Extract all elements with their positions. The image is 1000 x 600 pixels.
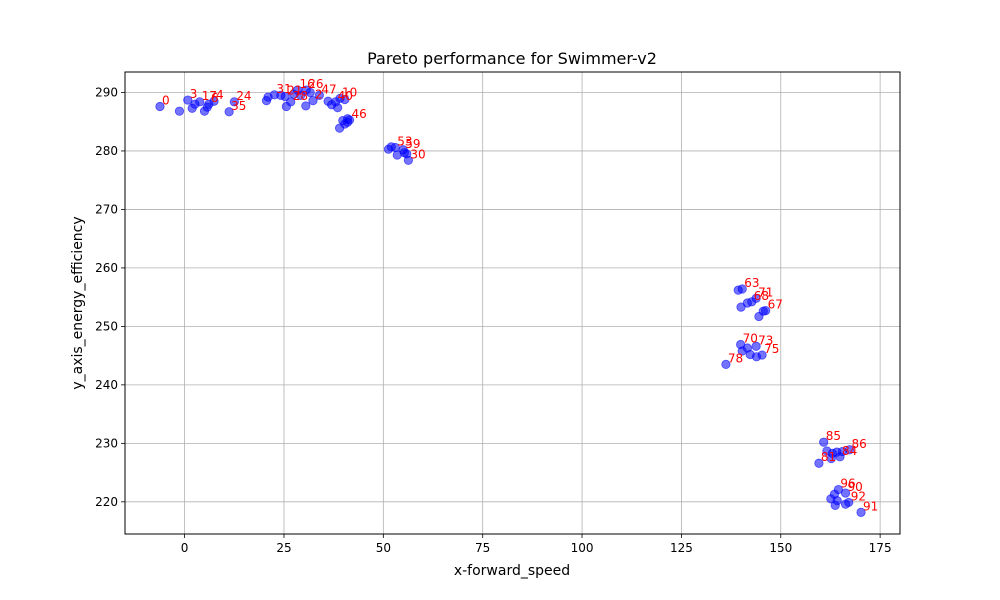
- point-label: 3: [190, 87, 198, 101]
- data-point: [183, 95, 193, 105]
- point-label: 81: [821, 450, 836, 464]
- point-label: 78: [728, 351, 743, 365]
- data-point: [301, 101, 311, 111]
- data-point: [751, 293, 761, 303]
- y-tick-label: 220: [95, 495, 118, 509]
- data-point: [736, 302, 746, 312]
- data-point: [155, 101, 165, 112]
- data-point: [757, 350, 767, 360]
- x-tick-label: 125: [670, 541, 693, 555]
- data-point: [296, 90, 306, 100]
- y-tick-label: 230: [95, 436, 118, 450]
- data-point: [830, 500, 840, 510]
- chart-title: Pareto performance for Swimmer-v2: [367, 49, 657, 68]
- point-label: 31: [276, 82, 291, 96]
- x-tick-label: 175: [869, 541, 892, 555]
- data-point: [195, 97, 205, 107]
- x-tick-label: 100: [571, 541, 594, 555]
- data-point: [737, 284, 747, 294]
- data-point: [314, 90, 324, 100]
- point-label: 40: [338, 89, 353, 103]
- data-point: [333, 103, 343, 113]
- y-tick-label: 260: [95, 261, 118, 275]
- point-label: 0: [162, 94, 170, 108]
- point-label: 16: [299, 77, 314, 91]
- point-label: 26: [308, 77, 323, 91]
- data-point: [286, 97, 296, 107]
- plot-frame: [124, 71, 901, 535]
- point-label: 71: [758, 285, 773, 299]
- point-label: 24: [236, 89, 251, 103]
- y-axis-label: y_axis_energy_efficiency: [70, 216, 86, 389]
- data-point: [840, 488, 851, 498]
- data-point: [814, 458, 824, 468]
- data-points: [155, 85, 866, 517]
- data-point: [856, 507, 866, 517]
- point-label: 90: [848, 480, 863, 494]
- point-label: 68: [754, 289, 769, 303]
- point-label: 30: [410, 147, 425, 161]
- point-label: 28: [293, 89, 308, 103]
- point-label: 47: [321, 82, 336, 96]
- data-point: [819, 437, 829, 447]
- point-label: 17: [202, 89, 217, 103]
- data-point: [229, 97, 239, 107]
- x-tick-label: 75: [475, 541, 490, 555]
- point-label: 96: [840, 477, 855, 491]
- data-point: [224, 107, 234, 117]
- data-point: [174, 106, 185, 116]
- x-tick-label: 50: [376, 541, 391, 555]
- data-point: [835, 452, 845, 462]
- point-label: 21: [287, 84, 302, 98]
- y-axis-ticks: 220 230 240 250 260 270 280 290: [95, 85, 125, 509]
- data-point: [751, 341, 761, 351]
- x-tick-label: 25: [276, 541, 291, 555]
- point-label: 10: [342, 85, 357, 99]
- point-label: 35: [231, 99, 246, 113]
- data-point: [342, 114, 353, 124]
- point-label: 53: [397, 134, 412, 148]
- point-label: 46: [352, 107, 367, 121]
- point-label: 92: [851, 489, 866, 503]
- grid-lines: [125, 72, 900, 534]
- point-label: 70: [743, 332, 758, 346]
- point-label: 73: [758, 333, 773, 347]
- point-label: 84: [842, 444, 857, 458]
- data-point: [826, 453, 836, 464]
- point-label: 86: [852, 437, 867, 451]
- data-point: [340, 94, 350, 105]
- x-axis-label: x-forward_speed: [454, 563, 570, 579]
- point-label: 85: [826, 429, 841, 443]
- y-tick-label: 240: [95, 378, 118, 392]
- y-tick-label: 250: [95, 319, 118, 333]
- data-point: [305, 87, 315, 98]
- x-axis-ticks: 0 25 50 75 100 125 150 175: [181, 534, 892, 555]
- data-point: [209, 96, 219, 106]
- data-point: [308, 96, 318, 106]
- point-label: 59: [405, 137, 420, 151]
- data-point: [840, 499, 851, 509]
- x-tick-label: 0: [181, 541, 189, 555]
- point-label: 67: [768, 298, 783, 312]
- y-tick-label: 290: [95, 85, 118, 99]
- point-label: 91: [863, 499, 878, 513]
- x-tick-label: 150: [769, 541, 792, 555]
- point-label: 4: [216, 88, 224, 102]
- data-point: [844, 445, 855, 455]
- y-tick-label: 280: [95, 144, 118, 158]
- point-label: 6: [211, 91, 219, 105]
- data-point: [761, 306, 771, 316]
- point-label: 75: [764, 342, 779, 356]
- data-point: [721, 359, 731, 370]
- y-tick-label: 270: [95, 202, 118, 216]
- data-point: [280, 91, 290, 102]
- data-point: [403, 155, 413, 165]
- point-label: 63: [744, 276, 759, 290]
- point-label: 2: [315, 88, 323, 102]
